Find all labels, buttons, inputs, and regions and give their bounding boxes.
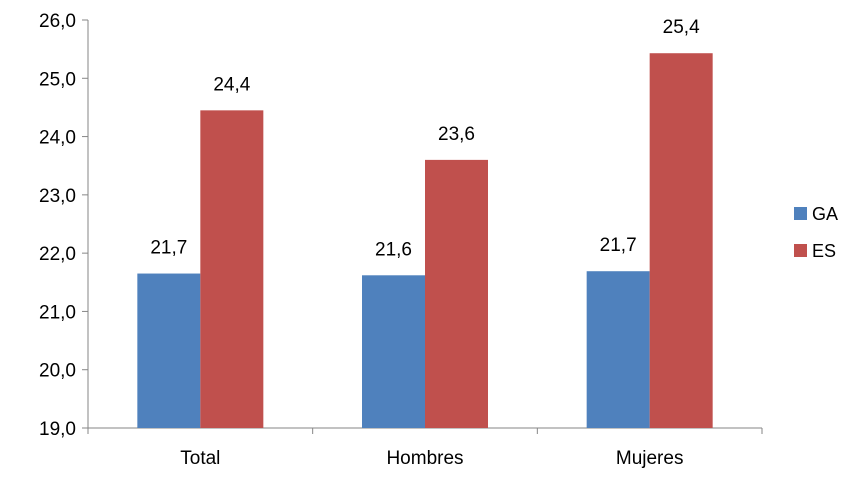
x-tick-label: Total <box>180 448 220 469</box>
x-tick-label: Mujeres <box>616 448 684 469</box>
bar-ga <box>137 273 201 428</box>
legend-label-es: ES <box>812 241 836 261</box>
y-tick-label: 25,0 <box>39 69 76 90</box>
y-tick-label: 22,0 <box>39 244 76 265</box>
bar-ga <box>586 271 650 428</box>
data-label: 24,4 <box>213 74 250 95</box>
y-tick-label: 19,0 <box>39 419 76 440</box>
legend-swatch-ga <box>794 207 807 220</box>
y-tick-label: 24,0 <box>39 128 76 149</box>
bar-es <box>200 110 264 428</box>
legend-label-ga: GA <box>812 204 838 224</box>
bar-ga <box>362 275 425 428</box>
data-label: 21,6 <box>375 239 412 260</box>
y-tick-label: 20,0 <box>39 361 76 382</box>
data-label: 21,7 <box>150 238 187 259</box>
data-label: 23,6 <box>438 124 475 145</box>
y-tick-label: 21,0 <box>39 302 76 323</box>
bar-es <box>649 53 713 428</box>
data-label: 21,7 <box>600 235 637 256</box>
data-label: 25,4 <box>663 17 700 38</box>
y-tick-label: 26,0 <box>39 11 76 32</box>
y-tick-label: 23,0 <box>39 186 76 207</box>
bar-es <box>425 159 488 428</box>
legend-swatch-es <box>794 244 807 257</box>
x-tick-label: Hombres <box>386 448 463 469</box>
